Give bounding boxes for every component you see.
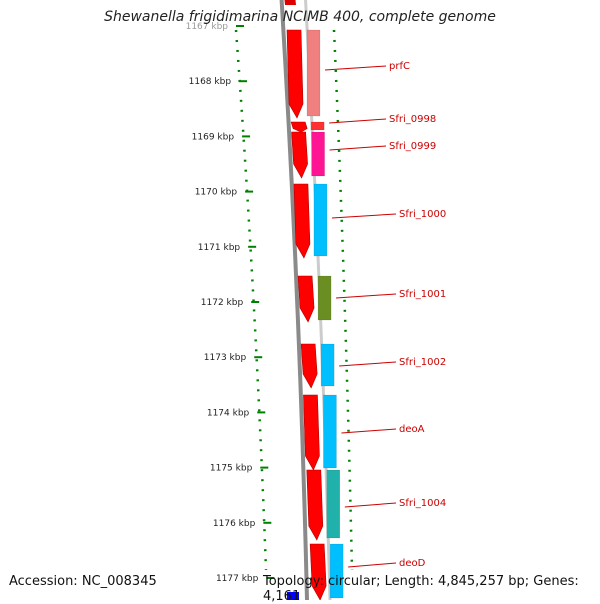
ruler-dotted-line-right xyxy=(332,29,354,571)
gene-label-Sfri_0998[interactable]: Sfri_0998 xyxy=(389,114,436,125)
gene-arrow-Sfri_1002[interactable] xyxy=(300,343,318,389)
ruler-tick-label: 1170 kbp xyxy=(195,188,238,198)
ruler-tick-label: 1176 kbp xyxy=(213,519,256,529)
gene-block-Sfri_1002[interactable] xyxy=(320,343,335,387)
ruler-tick-label: 1175 kbp xyxy=(210,464,253,474)
ruler-tick-label: 1172 kbp xyxy=(201,298,244,308)
gene-label-prfC[interactable]: prfC xyxy=(389,61,410,72)
gene-block-Sfri_1001[interactable] xyxy=(317,275,332,321)
gene-leader-line xyxy=(344,502,397,508)
gene-arrow-Sfri_0998[interactable] xyxy=(290,121,308,133)
ruler-tick-label: 1174 kbp xyxy=(207,408,250,418)
gene-leader-line xyxy=(348,562,397,568)
gene-arrow-deoA[interactable] xyxy=(303,394,320,471)
gene-label-Sfri_0999[interactable]: Sfri_0999 xyxy=(389,141,436,152)
gene-block-Sfri_0998[interactable] xyxy=(310,121,325,131)
gene-leader-line xyxy=(331,213,397,219)
gene-leader-line xyxy=(324,65,387,71)
gene-arrow-partial[interactable] xyxy=(284,0,296,5)
accession-text: Accession: NC_008345 xyxy=(9,574,157,589)
gene-block-Sfri_1000[interactable] xyxy=(313,183,328,257)
ruler-tick-label: 1173 kbp xyxy=(204,353,247,363)
gene-arrow-Sfri_1001[interactable] xyxy=(297,275,315,323)
ruler-tick-label: 1167 kbp xyxy=(186,22,229,32)
genome-backbone xyxy=(279,0,309,601)
ruler-tick-label: 1177 kbp xyxy=(216,574,259,584)
gene-arrow-prfC[interactable] xyxy=(286,29,304,119)
gene-arrow-deoD[interactable] xyxy=(309,543,327,601)
gene-leader-line xyxy=(339,361,397,367)
gene-block-Sfri_1004[interactable] xyxy=(326,469,341,539)
gene-block-deoA[interactable] xyxy=(323,394,337,469)
gene-arrow-Sfri_0999[interactable] xyxy=(291,131,308,179)
gene-label-Sfri_1001[interactable]: Sfri_1001 xyxy=(399,289,446,300)
gene-leader-line xyxy=(329,118,387,124)
genome-title: Shewanella frigidimarina NCIMB 400, comp… xyxy=(104,9,496,25)
gene-block-deoD[interactable] xyxy=(329,543,344,599)
gene-label-Sfri_1000[interactable]: Sfri_1000 xyxy=(399,209,446,220)
gene-block-prfC[interactable] xyxy=(306,29,321,117)
gene-label-Sfri_1004[interactable]: Sfri_1004 xyxy=(399,498,446,509)
gene-arrow-Sfri_1000[interactable] xyxy=(293,183,311,259)
ruler-dotted-line xyxy=(234,29,268,571)
gene-label-deoD[interactable]: deoD xyxy=(399,558,426,569)
gene-arrow-Sfri_1004[interactable] xyxy=(306,469,324,541)
selection-marker[interactable] xyxy=(287,592,299,600)
gene-leader-line xyxy=(336,293,397,299)
gene-label-deoA[interactable]: deoA xyxy=(399,424,425,435)
ruler-tick-label: 1168 kbp xyxy=(189,77,232,87)
gene-block-Sfri_0999[interactable] xyxy=(311,131,325,177)
ruler-tick-label: 1169 kbp xyxy=(192,132,235,142)
gene-leader-line xyxy=(329,145,387,151)
ruler-tick-label: 1171 kbp xyxy=(198,243,241,253)
gene-label-Sfri_1002[interactable]: Sfri_1002 xyxy=(399,357,446,368)
gene-leader-line xyxy=(341,428,397,434)
